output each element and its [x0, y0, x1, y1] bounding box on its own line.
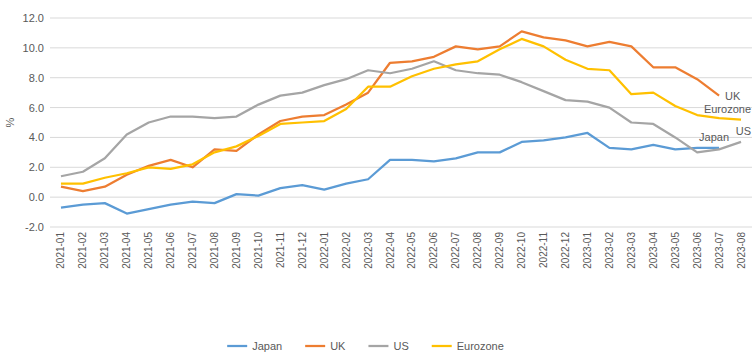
x-tick-label: 2021-12 — [297, 232, 308, 269]
x-tick-label: 2023-05 — [670, 232, 681, 269]
legend-label: Eurozone — [457, 340, 504, 352]
x-tick-label: 2023-06 — [692, 232, 703, 269]
y-tick-label: 12.0 — [23, 12, 44, 24]
x-tick-label: 2022-05 — [406, 232, 417, 269]
x-tick-label: 2021-11 — [275, 232, 286, 268]
x-tick-label: 2023-08 — [736, 232, 747, 269]
series-line — [61, 39, 741, 184]
x-tick-label: 2022-02 — [341, 232, 352, 269]
x-tick-label: 2022-03 — [363, 232, 374, 269]
x-tick-label: 2022-11 — [538, 232, 549, 268]
legend-label: Japan — [252, 340, 282, 352]
y-tick-label: 6.0 — [29, 102, 44, 114]
series-end-label: Eurozone — [704, 103, 751, 115]
x-tick-label: 2023-02 — [604, 232, 615, 269]
x-tick-label: 2021-04 — [121, 232, 132, 269]
legend-label: UK — [330, 340, 346, 352]
x-tick-label: 2022-01 — [319, 232, 330, 269]
x-tick-label: 2021-02 — [77, 232, 88, 269]
legend-swatch — [227, 345, 247, 347]
grid-line — [50, 137, 752, 138]
series-end-label: US — [736, 125, 751, 137]
grid-line — [50, 107, 752, 108]
grid-line — [50, 77, 752, 78]
x-tick-label: 2021-10 — [253, 232, 264, 269]
grid-line — [50, 197, 752, 198]
x-tick-label: 2021-05 — [143, 232, 154, 269]
y-tick-label: -2.0 — [25, 221, 44, 233]
x-tick-label: 2023-07 — [714, 232, 725, 269]
x-tick-label: 2022-06 — [428, 232, 439, 269]
x-tick-label: 2021-06 — [165, 232, 176, 269]
x-tick-label: 2023-01 — [582, 232, 593, 269]
x-tick-label: 2021-08 — [209, 232, 220, 269]
legend-label: US — [393, 340, 408, 352]
grid-line — [50, 227, 752, 228]
legend: Japan UK US Eurozone — [227, 340, 504, 352]
plot-area — [61, 31, 741, 213]
y-tick-label: 4.0 — [29, 131, 44, 143]
x-tick-label: 2022-04 — [385, 232, 396, 269]
x-tick-label: 2021-03 — [99, 232, 110, 269]
x-tick-label: 2021-07 — [187, 232, 198, 269]
legend-swatch — [432, 345, 452, 347]
chart: -2.0 0.0 2.0 4.0 6.0 8.0 10.0 12.0% 2021-01 2021-… — [0, 0, 754, 359]
series-end-label: Japan — [699, 131, 729, 143]
grid-line — [50, 47, 752, 48]
grid-line — [50, 18, 752, 19]
x-tick-label: 2022-09 — [494, 232, 505, 269]
legend-swatch — [368, 345, 388, 347]
x-tick-label: 2023-04 — [648, 232, 659, 269]
x-tick-label: 2022-10 — [516, 232, 527, 269]
series-line — [61, 61, 741, 176]
y-tick-label: 0.0 — [29, 191, 44, 203]
y-tick-label: 2.0 — [29, 161, 44, 173]
x-tick-label: 2022-12 — [560, 232, 571, 269]
x-tick-label: 2023-03 — [626, 232, 637, 269]
y-axis-label: % — [4, 117, 16, 127]
y-tick-label: 10.0 — [23, 42, 44, 54]
x-tick-label: 2021-09 — [231, 232, 242, 269]
x-tick-label: 2022-07 — [450, 232, 461, 269]
x-tick-label: 2021-01 — [55, 232, 66, 269]
y-tick-label: 8.0 — [29, 72, 44, 84]
x-tick-label: 2022-08 — [472, 232, 483, 269]
series-line — [61, 133, 719, 214]
legend-swatch — [305, 345, 325, 347]
series-end-label: UK — [725, 90, 741, 102]
